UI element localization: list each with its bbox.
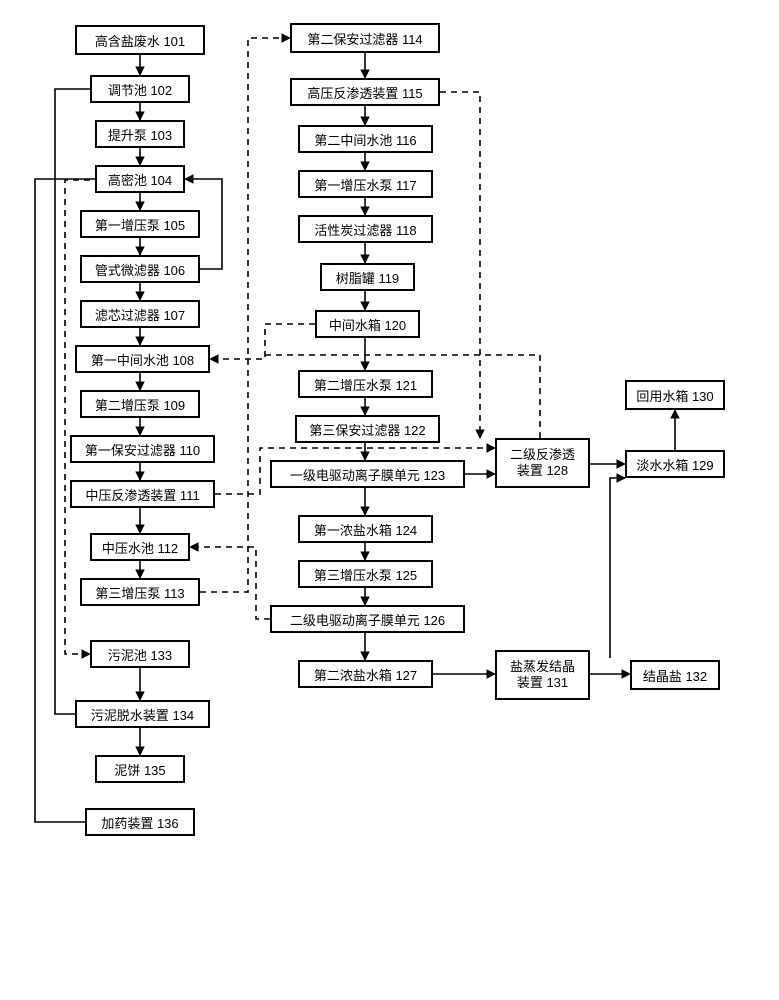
node-n113: 第三增压泵 113: [80, 578, 200, 606]
edge-n102-n104: [55, 89, 95, 179]
node-n131: 盐蒸发结晶装置 131: [495, 650, 590, 700]
node-n129: 淡水水箱 129: [625, 450, 725, 478]
node-n110: 第一保安过滤器 110: [70, 435, 215, 463]
node-label: 活性炭过滤器 118: [314, 220, 416, 239]
node-label: 第二中间水池 116: [314, 130, 416, 149]
node-label: 淡水水箱 129: [636, 455, 713, 474]
node-label: 回用水箱 130: [636, 386, 713, 405]
node-label: 滤芯过滤器 107: [95, 305, 185, 324]
node-label: 中间水箱 120: [329, 315, 406, 334]
node-label: 高含盐废水 101: [95, 31, 185, 50]
edge-n115-n128: [440, 92, 480, 438]
node-n115: 高压反渗透装置 115: [290, 78, 440, 106]
node-n120: 中间水箱 120: [315, 310, 420, 338]
node-n136: 加药装置 136: [85, 808, 195, 836]
node-n133: 污泥池 133: [90, 640, 190, 668]
node-label: 二级反渗透装置 128: [510, 447, 575, 478]
node-label: 第三增压泵 113: [95, 583, 184, 602]
node-label: 提升泵 103: [108, 125, 172, 144]
node-n107: 滤芯过滤器 107: [80, 300, 200, 328]
node-n103: 提升泵 103: [95, 120, 185, 148]
node-label: 加药装置 136: [101, 813, 178, 832]
node-label: 第二浓盐水箱 127: [314, 665, 417, 684]
node-label: 第二增压泵 109: [95, 395, 185, 414]
node-n118: 活性炭过滤器 118: [298, 215, 433, 243]
node-label: 泥饼 135: [114, 760, 165, 779]
node-n121: 第二增压水泵 121: [298, 370, 433, 398]
node-label: 中压水池 112: [102, 538, 178, 557]
node-n114: 第二保安过滤器 114: [290, 23, 440, 53]
node-label: 第三保安过滤器 122: [309, 420, 425, 439]
edge-n113-n114: [200, 38, 290, 592]
node-n105: 第一增压泵 105: [80, 210, 200, 238]
node-label: 第一增压水泵 117: [314, 175, 416, 194]
node-n109: 第二增压泵 109: [80, 390, 200, 418]
node-n117: 第一增压水泵 117: [298, 170, 433, 198]
node-label: 第二保安过滤器 114: [307, 29, 422, 48]
node-label: 高密池 104: [108, 170, 172, 189]
edge-n131-n129: [610, 478, 625, 658]
node-label: 结晶盐 132: [643, 666, 707, 685]
node-n119: 树脂罐 119: [320, 263, 415, 291]
node-label: 第一中间水池 108: [91, 350, 194, 369]
node-n122: 第三保安过滤器 122: [295, 415, 440, 443]
node-label: 第一保安过滤器 110: [85, 440, 200, 459]
edge-n120-n108: [210, 324, 315, 359]
node-n108: 第一中间水池 108: [75, 345, 210, 373]
node-n127: 第二浓盐水箱 127: [298, 660, 433, 688]
node-label: 管式微滤器 106: [95, 260, 185, 279]
node-label: 树脂罐 119: [336, 268, 399, 287]
node-n132: 结晶盐 132: [630, 660, 720, 690]
node-n112: 中压水池 112: [90, 533, 190, 561]
node-n128: 二级反渗透装置 128: [495, 438, 590, 488]
node-n101: 高含盐废水 101: [75, 25, 205, 55]
node-n125: 第三增压水泵 125: [298, 560, 433, 588]
node-label: 一级电驱动离子膜单元 123: [290, 465, 445, 484]
node-label: 第一增压泵 105: [95, 215, 185, 234]
node-label: 第三增压水泵 125: [314, 565, 417, 584]
node-label: 中压反渗透装置 111: [85, 485, 199, 504]
node-n102: 调节池 102: [90, 75, 190, 103]
node-n104: 高密池 104: [95, 165, 185, 193]
node-n135: 泥饼 135: [95, 755, 185, 783]
node-n116: 第二中间水池 116: [298, 125, 433, 153]
node-n130: 回用水箱 130: [625, 380, 725, 410]
node-label: 盐蒸发结晶装置 131: [510, 659, 575, 690]
node-label: 第二增压水泵 121: [314, 375, 417, 394]
node-label: 调节池 102: [108, 80, 172, 99]
node-n111: 中压反渗透装置 111: [70, 480, 215, 508]
node-n134: 污泥脱水装置 134: [75, 700, 210, 728]
edge-n126-n112: [190, 547, 270, 619]
node-label: 污泥池 133: [108, 645, 172, 664]
node-n106: 管式微滤器 106: [80, 255, 200, 283]
node-n124: 第一浓盐水箱 124: [298, 515, 433, 543]
node-label: 第一浓盐水箱 124: [314, 520, 417, 539]
node-label: 二级电驱动离子膜单元 126: [290, 610, 445, 629]
node-label: 高压反渗透装置 115: [307, 83, 422, 102]
node-n126: 二级电驱动离子膜单元 126: [270, 605, 465, 633]
node-n123: 一级电驱动离子膜单元 123: [270, 460, 465, 488]
node-label: 污泥脱水装置 134: [91, 705, 194, 724]
